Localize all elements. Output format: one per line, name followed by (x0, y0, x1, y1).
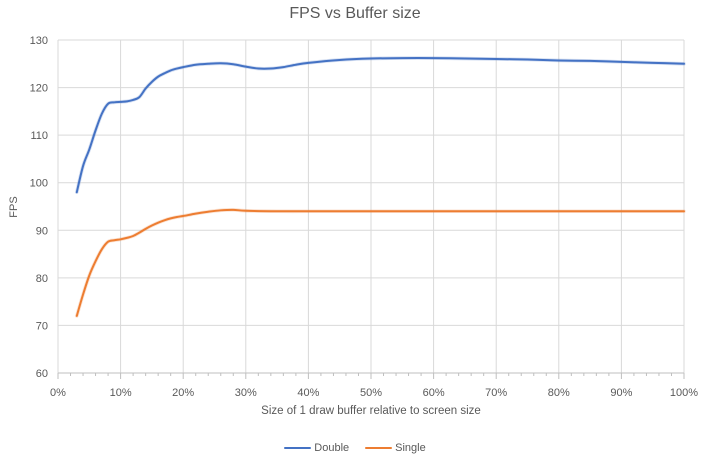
x-tick-label: 20% (172, 387, 194, 399)
y-tick-label: 80 (36, 273, 48, 285)
chart-title: FPS vs Buffer size (289, 5, 421, 22)
series-line-halo-double (74, 56, 686, 195)
x-tick-label: 50% (360, 387, 382, 399)
y-tick-label: 60 (36, 368, 48, 380)
x-tick-label: 90% (610, 387, 632, 399)
y-tick-label: 120 (30, 83, 48, 95)
y-axis-title: FPS (8, 196, 20, 218)
x-tick-label: 100% (670, 387, 698, 399)
y-tick-label: 110 (30, 130, 48, 142)
x-tick-label: 70% (485, 387, 507, 399)
x-tick-label: 30% (235, 387, 257, 399)
x-tick-label: 10% (110, 387, 132, 399)
legend-line-swatch-double (284, 446, 312, 450)
y-tick-label: 70 (36, 320, 48, 332)
x-tick-label: 60% (423, 387, 445, 399)
legend-item-double: Double (284, 442, 349, 454)
y-tick-label: 100 (30, 178, 48, 190)
legend-line-swatch-single (365, 446, 393, 450)
y-tick-label: 90 (36, 225, 48, 237)
series-line-halo-single (74, 208, 686, 318)
x-tick-label: 0% (50, 387, 66, 399)
legend-item-single: Single (365, 442, 426, 454)
x-tick-label: 80% (548, 387, 570, 399)
x-axis-title: Size of 1 draw buffer relative to screen… (261, 405, 481, 417)
series-line-double (75, 57, 685, 194)
x-tick-label: 40% (297, 387, 319, 399)
legend: Double Single (0, 442, 710, 454)
legend-label-single: Single (395, 442, 426, 454)
legend-label-double: Double (314, 442, 350, 454)
y-tick-label: 130 (30, 35, 48, 47)
series-line-single (75, 208, 685, 317)
